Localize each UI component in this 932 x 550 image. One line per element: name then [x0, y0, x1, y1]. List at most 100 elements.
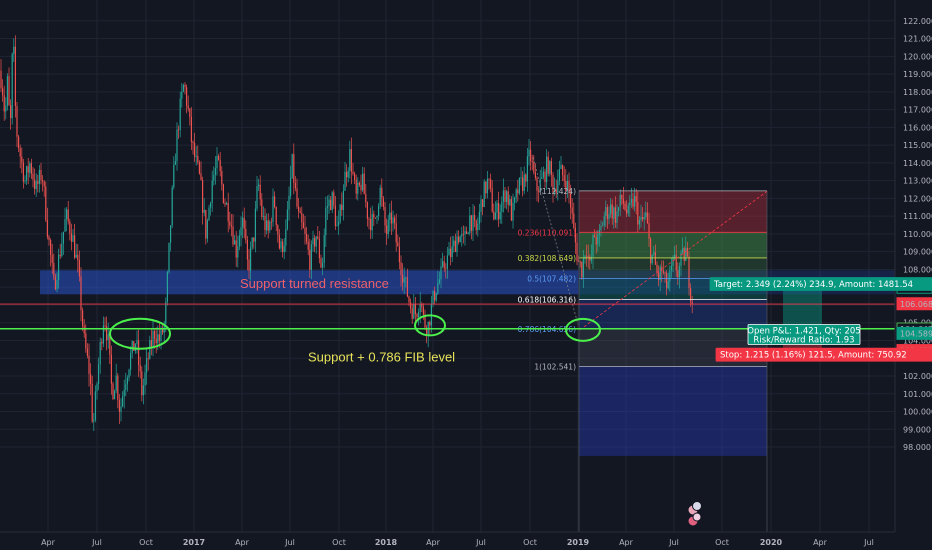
candle-body [690, 288, 692, 302]
candle-body [653, 252, 655, 255]
candle-body [258, 184, 260, 187]
candle-body [272, 196, 274, 222]
candle-body [480, 199, 482, 212]
candle-body [666, 272, 668, 289]
drawings-overlay[interactable]: Support turned resistance Support + 0.786… [0, 276, 895, 527]
candle-body [688, 256, 690, 289]
candle-body [294, 182, 296, 189]
candle-body [293, 154, 295, 183]
candle-body [458, 236, 460, 243]
candle-body [262, 215, 264, 217]
candle-body [450, 248, 452, 258]
candle-body [182, 84, 184, 92]
candle-body [478, 211, 480, 224]
x-tick-label: Jul [284, 538, 295, 547]
candle-body [133, 341, 135, 351]
candle-body [538, 190, 540, 192]
candle-body [605, 207, 607, 216]
x-tick-label: Apr [41, 538, 56, 547]
candle-body [80, 276, 82, 311]
candle-body [58, 254, 60, 281]
candle-body [394, 217, 396, 224]
candle-body [347, 170, 349, 178]
candle-body [285, 229, 287, 246]
candle-body [512, 202, 514, 221]
candle-body [18, 136, 20, 149]
candle-body [90, 374, 92, 384]
candle-body [227, 203, 229, 222]
fib-trend-line [532, 157, 579, 325]
candle-body [315, 236, 317, 247]
candle-body [400, 262, 402, 275]
candle-body [662, 270, 664, 273]
candle-body [320, 258, 322, 268]
candle-body [675, 254, 677, 271]
candle-body [51, 255, 53, 264]
candle-body [686, 247, 688, 257]
candle-body [304, 228, 306, 234]
candle-body [0, 70, 2, 89]
candle-body [246, 239, 248, 260]
candle-body [26, 166, 28, 181]
candle-body [21, 156, 23, 163]
candle-body [205, 210, 207, 239]
x-tick-label: Jul [475, 538, 486, 547]
candle-body [488, 178, 490, 180]
candle-body [326, 206, 328, 208]
candle-body [680, 252, 682, 267]
candle-body [597, 234, 599, 245]
candle-body [251, 237, 253, 248]
candle-body [418, 311, 420, 318]
candle-body [282, 241, 284, 253]
candle-body [442, 261, 444, 267]
candle-body [443, 261, 445, 269]
candle-body [238, 235, 240, 247]
candle-body [560, 164, 562, 170]
candle-body [240, 227, 242, 236]
y-tick-label: 112.000 [903, 194, 932, 203]
x-tick-label: Jul [863, 538, 874, 547]
target-label-box [709, 277, 932, 291]
candle-body [510, 199, 512, 221]
candle-body [5, 105, 7, 112]
candle-body [669, 270, 671, 282]
candle-body [568, 181, 570, 194]
fib-level-label: (112.424) [539, 187, 576, 196]
candle-body [346, 171, 348, 178]
candle-body [330, 199, 332, 211]
candle-body [357, 182, 359, 194]
candle-body [64, 219, 66, 232]
candle-body [67, 209, 69, 222]
fibonacci-retracement[interactable] [579, 190, 767, 456]
candle-body [210, 202, 212, 208]
x-tick-label: 2020 [760, 538, 783, 547]
y-tick-label: 115.000 [903, 141, 932, 150]
candle-body [534, 172, 536, 178]
resistance-label: Support turned resistance [240, 276, 389, 291]
candle-body [259, 184, 261, 200]
candle-body [586, 255, 588, 257]
y-tick-label: 98.000 [903, 443, 931, 452]
candle-body [8, 76, 10, 106]
y-tick-label: 116.000 [903, 123, 932, 132]
candle-body [595, 237, 597, 245]
candle-body [184, 84, 186, 88]
candle-body [46, 220, 48, 237]
support-label: Support + 0.786 FIB level [308, 349, 455, 364]
candle-body [682, 248, 684, 253]
candle-body [306, 233, 308, 242]
candle-body [114, 390, 116, 400]
candle-body [366, 202, 368, 219]
candle-body [627, 205, 629, 214]
y-tick-label: 114.000 [903, 159, 932, 168]
candle-body [424, 314, 426, 328]
candle-body [643, 216, 645, 220]
candle-body [147, 358, 149, 360]
candle-body [53, 263, 55, 277]
candle-body [397, 242, 399, 247]
candle-body [509, 199, 511, 205]
candle-body [82, 310, 84, 327]
price-tag: 106.068 [900, 300, 932, 309]
candle-body [472, 215, 474, 231]
